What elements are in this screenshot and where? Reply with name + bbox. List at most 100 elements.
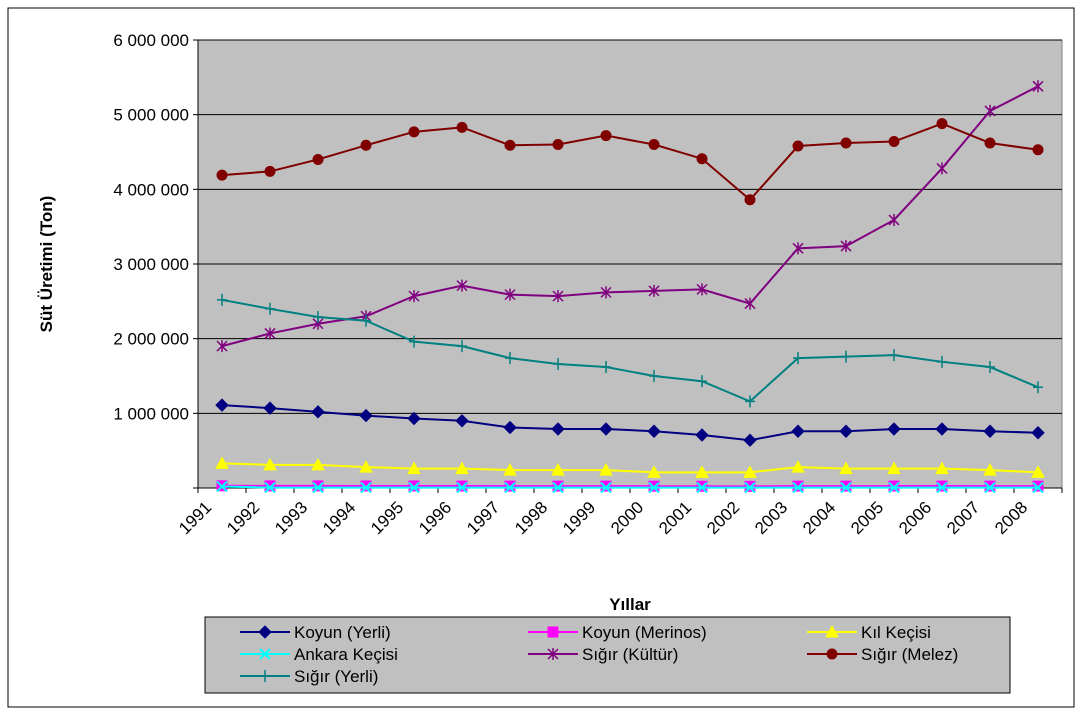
series-2 (216, 480, 1044, 492)
data-point (360, 139, 372, 151)
data-point (407, 461, 421, 475)
data-point (1032, 480, 1044, 492)
data-point (792, 481, 804, 494)
data-point (457, 340, 467, 353)
data-point (258, 625, 272, 639)
data-point (599, 422, 613, 436)
data-point (455, 461, 469, 475)
data-point (547, 648, 559, 660)
data-point (697, 375, 707, 388)
data-point (744, 194, 756, 206)
y-tick-label: 1 000 000 (113, 404, 189, 423)
data-point (504, 481, 516, 494)
series-4 (216, 480, 1044, 494)
series-line (221, 122, 1039, 202)
data-point (695, 428, 709, 442)
data-point (793, 352, 803, 365)
data-point (887, 422, 901, 436)
data-point (696, 153, 708, 165)
series-line (221, 404, 1039, 442)
legend-item: Kıl Keçisi (807, 623, 931, 642)
legend-label: Sığır (Yerli) (294, 667, 378, 686)
data-point (648, 481, 660, 494)
data-point (984, 480, 996, 492)
series-7 (217, 293, 1043, 408)
data-point (216, 480, 228, 493)
data-point (456, 480, 468, 492)
y-tick-label: 3 000 000 (113, 255, 189, 274)
y-tick-label: 6 000 000 (113, 31, 189, 50)
legend-label: Koyun (Merinos) (582, 623, 707, 642)
data-point (695, 465, 709, 478)
y-tick-label: 5 000 000 (113, 106, 189, 125)
data-point (552, 480, 564, 492)
data-point (360, 481, 372, 494)
legend: Koyun (Yerli) Koyun (Merinos) Kıl Keçisi An… (204, 616, 1011, 694)
data-point (503, 420, 517, 435)
data-point (601, 361, 611, 374)
data-point (791, 460, 805, 473)
series-6 (216, 118, 1044, 206)
data-point (648, 139, 660, 151)
data-point (312, 153, 324, 165)
data-point (505, 352, 515, 365)
y-tick-label: 2 000 000 (113, 330, 189, 349)
y-tick-label: 4 000 000 (113, 180, 189, 199)
data-point (935, 422, 949, 436)
legend-box (204, 616, 1011, 694)
data-point (888, 213, 900, 226)
data-point (1033, 381, 1043, 394)
legend-label: Sığır (Melez) (861, 645, 958, 664)
legend-label: Ankara Keçisi (294, 645, 398, 664)
data-point (888, 481, 900, 494)
data-point (408, 290, 420, 303)
data-point (312, 481, 324, 494)
data-point (936, 162, 948, 175)
data-point (264, 165, 276, 177)
data-point (599, 463, 613, 476)
data-point (936, 481, 948, 494)
data-point (600, 480, 612, 492)
data-point (408, 481, 420, 494)
data-point (984, 104, 996, 117)
data-point (840, 481, 852, 494)
data-point (839, 424, 853, 438)
series-3 (215, 456, 1045, 478)
data-point (743, 465, 757, 478)
data-point (841, 350, 851, 363)
data-point (359, 408, 373, 423)
data-point (647, 465, 661, 478)
series-line (221, 85, 1039, 348)
data-point (1032, 481, 1044, 494)
data-point (840, 240, 852, 253)
legend-item: Sığır (Melez) (807, 645, 958, 664)
series-line (221, 298, 1039, 403)
data-point (936, 118, 948, 130)
data-point (935, 461, 949, 475)
y-axis: 1 000 000 2 000 000 3 000 000 4 000 000 5 00… (113, 31, 199, 489)
data-point (216, 169, 228, 181)
data-point (312, 480, 324, 492)
data-point (889, 349, 899, 362)
data-point (792, 480, 804, 492)
data-point (792, 242, 804, 255)
data-point (552, 481, 564, 494)
data-point (361, 314, 371, 327)
legend-item: Koyun (Merinos) (528, 623, 707, 642)
legend-label: Sığır (Kültür) (582, 645, 678, 664)
data-point (600, 130, 612, 142)
data-point (744, 481, 756, 494)
data-point (1032, 80, 1044, 93)
data-point (600, 286, 612, 299)
data-point (888, 480, 900, 492)
series-1 (215, 398, 1045, 447)
data-point (553, 358, 563, 371)
series-line (221, 485, 1038, 489)
data-point (649, 370, 659, 382)
data-point (551, 422, 565, 436)
data-point (1031, 426, 1045, 440)
data-point (985, 361, 995, 374)
legend-label: Kıl Keçisi (861, 623, 931, 642)
